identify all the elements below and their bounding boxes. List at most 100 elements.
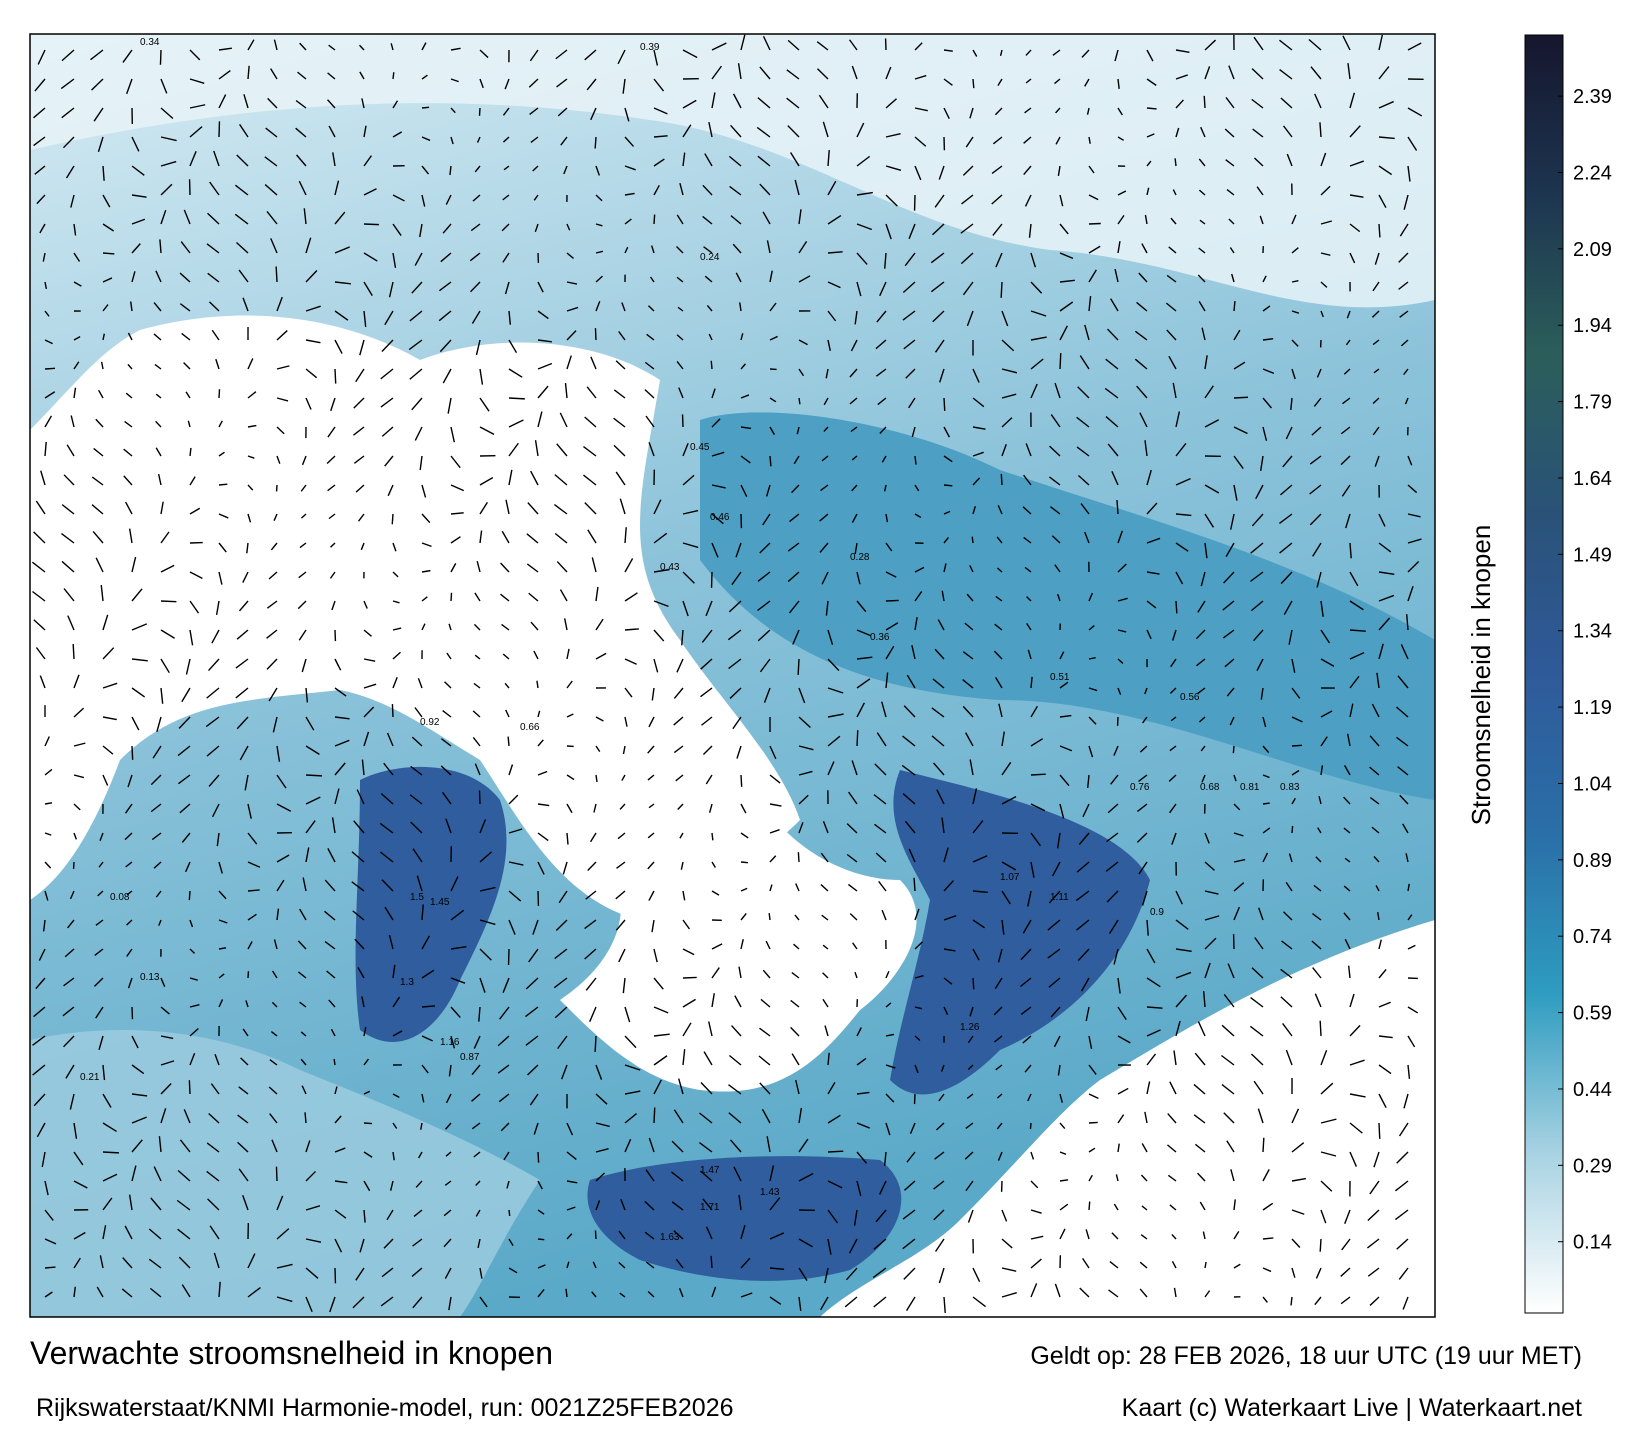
value-label: 0.39 [640,42,660,53]
flow-arrow [1379,224,1380,237]
colorbar-tick-label: 2.39 [1573,86,1612,108]
flow-arrow [798,659,799,675]
flow-arrow [189,891,190,900]
flow-arrow [1234,301,1235,311]
colorbar-tick-label: 0.44 [1573,1079,1612,1101]
flow-arrow [306,775,322,776]
flow-arrow [711,1256,712,1268]
value-label: 1.26 [960,1022,980,1033]
value-label: 0.92 [420,717,440,728]
flow-arrow [1263,803,1270,804]
flow-arrow [566,1289,567,1297]
flow-arrow [799,398,800,404]
flow-arrow [335,369,336,384]
colorbar-tick-label: 1.94 [1573,315,1612,337]
flow-arrow [914,878,915,891]
flow-arrow [538,1239,544,1240]
flow-arrow [683,977,697,978]
value-label: 1.45 [430,897,450,908]
flow-arrow [972,537,973,543]
flow-arrow [769,913,770,920]
value-label: 0.76 [1130,782,1150,793]
flow-arrow [132,746,133,760]
flow-arrow [1234,397,1248,398]
flow-arrow [161,601,176,602]
flow-arrow [944,398,945,411]
flow-arrow [73,644,74,659]
flow-arrow [334,1059,335,1065]
flow-arrow [886,600,899,601]
flow-arrow [1379,1123,1380,1139]
flow-arrow [364,1123,372,1124]
colorbar-tick-label: 0.14 [1573,1232,1612,1254]
flow-arrow [392,704,393,717]
flow-arrow [305,1112,306,1123]
value-label: 1.71 [700,1202,720,1213]
flow-arrow [1001,474,1002,485]
flow-arrow [45,1267,55,1268]
flow-arrow [1204,96,1205,108]
flow-arrow [1263,1138,1264,1152]
value-label: 0.43 [660,562,680,573]
flow-arrow [1233,746,1234,753]
flow-arrow [595,1230,596,1239]
flow-arrow [1291,1297,1292,1305]
flow-arrow [944,485,952,486]
flow-arrow [973,79,974,88]
colorbar-tick-label: 0.89 [1573,850,1612,872]
credit: Kaart (c) Waterkaart Live | Waterkaart.n… [1122,1394,1582,1422]
title: Verwachte stroomsnelheid in knopen [30,1335,553,1371]
flow-arrow [509,1210,510,1216]
value-label: 0.56 [1180,692,1200,703]
value-label: 0.87 [460,1052,480,1063]
valid-time: Geldt op: 28 FEB 2026, 18 uur UTC (19 uu… [1030,1342,1582,1370]
flow-arrow [1031,774,1046,775]
colorbar-tick-label: 1.04 [1573,773,1612,795]
flow-arrow [741,862,748,863]
flow-arrow [1089,1122,1098,1123]
colorbar-fill [1525,35,1563,1313]
value-label: 0.34 [140,37,160,48]
flow-arrow [45,368,55,369]
flow-arrow [798,852,799,862]
flow-arrow [393,72,394,79]
flow-arrow [364,224,379,225]
flow-arrow [276,266,277,282]
value-label: 1.5 [410,892,424,903]
flow-arrow [392,514,393,524]
flow-arrow [508,737,509,746]
flow-arrow [711,361,712,369]
value-label: 0.36 [870,632,890,643]
value-label: 1.07 [1000,872,1020,883]
value-label: 0.08 [110,892,130,903]
flow-arrow [1089,1202,1090,1210]
flow-arrow [595,328,596,340]
value-label: 0.68 [1200,782,1220,793]
flow-arrow [828,1151,843,1152]
value-label: 0.51 [1050,672,1070,683]
flow-arrow [538,1152,539,1163]
value-label: 1.3 [400,977,414,988]
flow-arrow [160,50,161,65]
colorbar-tick-label: 0.59 [1573,1003,1612,1025]
value-label: 0.66 [520,722,540,733]
flow-arrow [770,456,771,466]
flow-arrow [103,253,114,254]
flow-arrow [654,1108,655,1123]
flow-arrow [509,398,525,399]
colorbar-tick-label: 0.29 [1573,1155,1612,1177]
flow-arrow [451,593,452,601]
flow-arrow [1320,1021,1321,1036]
flow-arrow [595,137,596,149]
flow-arrow [219,389,220,398]
colorbar-label: Stroomsnelheid in knopen [1466,525,1496,826]
flow-arrow [1060,353,1061,369]
colorbar-tick-label: 1.64 [1573,468,1612,490]
flow-arrow [857,730,858,746]
flow-arrow [915,456,916,465]
flow-arrow [1147,108,1157,109]
value-label: 0.46 [710,512,730,523]
value-label: 0.83 [1280,782,1300,793]
value-label: 0.28 [850,552,870,563]
